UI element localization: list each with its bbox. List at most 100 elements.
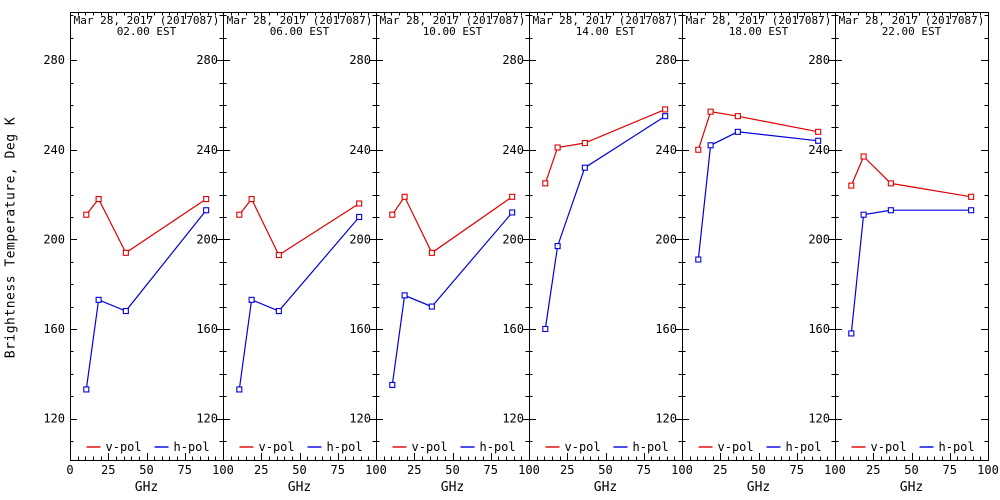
panel-02-00-est: 120 160 200 240 280 0 25 50 75 100 GHz Mar 28, 2017… bbox=[43, 12, 234, 495]
v-pol-data-point bbox=[695, 146, 702, 153]
h-pol-data-point bbox=[95, 296, 102, 303]
v-pol-data-point bbox=[203, 195, 210, 203]
x-tick-label: 25 bbox=[407, 463, 421, 477]
x-axis-title: GHz bbox=[900, 480, 923, 495]
h-pol-data-point bbox=[860, 211, 867, 218]
h-pol-data-point bbox=[203, 207, 210, 214]
v-pol-data-point bbox=[554, 144, 561, 151]
h-pol-data-point bbox=[848, 330, 855, 337]
panel-title-time: 02.00 EST bbox=[117, 25, 177, 38]
panel-title-date: Mar 28, 2017 (2017087) bbox=[839, 14, 985, 27]
panel-title-date: Mar 28, 2017 (2017087) bbox=[227, 14, 373, 27]
y-tick-label: 240 bbox=[502, 143, 524, 157]
y-tick-label: 280 bbox=[349, 53, 371, 67]
y-tick-label: 200 bbox=[808, 232, 830, 246]
panel-title-time: 06.00 EST bbox=[270, 25, 330, 38]
v-pol-data-point bbox=[275, 251, 282, 259]
y-tick-label: 200 bbox=[655, 232, 677, 246]
x-axis-title: GHz bbox=[441, 480, 464, 495]
v-pol-data-point bbox=[248, 195, 255, 203]
v-pol-line bbox=[85, 197, 207, 254]
v-pol-data-point bbox=[848, 182, 855, 189]
y-tick-label: 240 bbox=[196, 143, 218, 157]
y-tick-label: 120 bbox=[808, 412, 830, 426]
v-pol-data-point bbox=[968, 193, 975, 200]
x-tick-label: 50 bbox=[751, 463, 765, 477]
y-tick-label: 120 bbox=[196, 412, 218, 426]
h-pol-data-point bbox=[83, 386, 90, 393]
v-pol-data-point bbox=[356, 200, 363, 207]
v-pol-data-point bbox=[707, 108, 714, 115]
v-pol-data-point bbox=[83, 211, 90, 218]
v-pol-data-point bbox=[389, 211, 396, 218]
h-pol-line bbox=[850, 209, 972, 334]
legend-label-v-pol: v-pol bbox=[259, 440, 295, 454]
x-axis-title: GHz bbox=[288, 480, 311, 495]
h-pol-line bbox=[697, 131, 819, 260]
legend-label-h-pol: h-pol bbox=[327, 440, 363, 454]
h-pol-data-point bbox=[707, 142, 714, 149]
x-tick-label: 50 bbox=[139, 463, 153, 477]
v-pol-data-point bbox=[236, 211, 243, 218]
v-pol-data-point bbox=[581, 139, 588, 147]
legend-label-h-pol: h-pol bbox=[633, 440, 669, 454]
h-pol-data-point bbox=[401, 292, 408, 299]
x-axis-title: GHz bbox=[594, 480, 617, 495]
v-pol-data-point bbox=[428, 249, 435, 256]
legend-label-v-pol: v-pol bbox=[412, 440, 448, 454]
h-pol-data-point bbox=[122, 307, 129, 315]
h-pol-data-point bbox=[968, 207, 975, 214]
x-tick-label: 100 bbox=[518, 463, 540, 477]
panel-title-time: 14.00 EST bbox=[576, 25, 636, 38]
v-pol-data-point bbox=[95, 195, 102, 203]
v-pol-line bbox=[544, 108, 666, 184]
legend-label-h-pol: h-pol bbox=[480, 440, 516, 454]
panel-06-00-est: 120 160 200 240 280 25 50 75 100 GHz Mar 28, 2017 … bbox=[196, 12, 387, 495]
h-pol-data-point bbox=[662, 113, 669, 120]
panel-title-date: Mar 28, 2017 (2017087) bbox=[380, 14, 526, 27]
y-tick-label: 200 bbox=[502, 232, 524, 246]
y-tick-label: 240 bbox=[808, 143, 830, 157]
legend-label-v-pol: v-pol bbox=[106, 440, 142, 454]
panel-14-00-est: 120 160 200 240 280 25 50 75 100 GHz Mar 28, 2017 … bbox=[502, 12, 693, 495]
x-tick-label: 50 bbox=[292, 463, 306, 477]
panel-title-time: 22.00 EST bbox=[882, 25, 942, 38]
x-tick-label: 100 bbox=[365, 463, 387, 477]
y-tick-label: 200 bbox=[349, 232, 371, 246]
v-pol-line bbox=[850, 155, 972, 198]
y-tick-label: 160 bbox=[43, 322, 65, 336]
panel-18-00-est: 120 160 200 240 280 25 50 75 100 GHz Mar 28, 2017 … bbox=[655, 12, 846, 495]
panel-title-date: Mar 28, 2017 (2017087) bbox=[686, 14, 832, 27]
y-tick-label: 240 bbox=[43, 143, 65, 157]
legend-label-h-pol: h-pol bbox=[939, 440, 975, 454]
y-tick-label: 280 bbox=[655, 53, 677, 67]
h-pol-data-point bbox=[734, 128, 741, 135]
x-tick-label: 75 bbox=[484, 463, 498, 477]
y-tick-label: 240 bbox=[655, 143, 677, 157]
y-tick-label: 280 bbox=[43, 53, 65, 67]
legend-label-v-pol: v-pol bbox=[718, 440, 754, 454]
h-pol-data-point bbox=[248, 296, 255, 303]
h-pol-data-point bbox=[887, 207, 894, 214]
h-pol-line bbox=[391, 212, 513, 386]
h-pol-data-point bbox=[542, 325, 549, 333]
x-tick-label: 100 bbox=[977, 463, 999, 477]
panel-title-time: 10.00 EST bbox=[423, 25, 483, 38]
h-pol-line bbox=[238, 216, 360, 390]
y-tick-label: 160 bbox=[196, 322, 218, 336]
x-axis-title: GHz bbox=[135, 480, 158, 495]
y-tick-label: 160 bbox=[349, 322, 371, 336]
v-pol-data-point bbox=[509, 193, 516, 200]
x-tick-label: 75 bbox=[331, 463, 345, 477]
y-tick-label: 160 bbox=[502, 322, 524, 336]
x-tick-label: 75 bbox=[178, 463, 192, 477]
legend-label-h-pol: h-pol bbox=[786, 440, 822, 454]
h-pol-data-point bbox=[554, 243, 561, 250]
h-pol-data-point bbox=[815, 137, 822, 144]
x-tick-label: 25 bbox=[254, 463, 268, 477]
x-tick-label: 75 bbox=[943, 463, 957, 477]
h-pol-data-point bbox=[695, 256, 702, 263]
y-tick-label: 160 bbox=[808, 322, 830, 336]
